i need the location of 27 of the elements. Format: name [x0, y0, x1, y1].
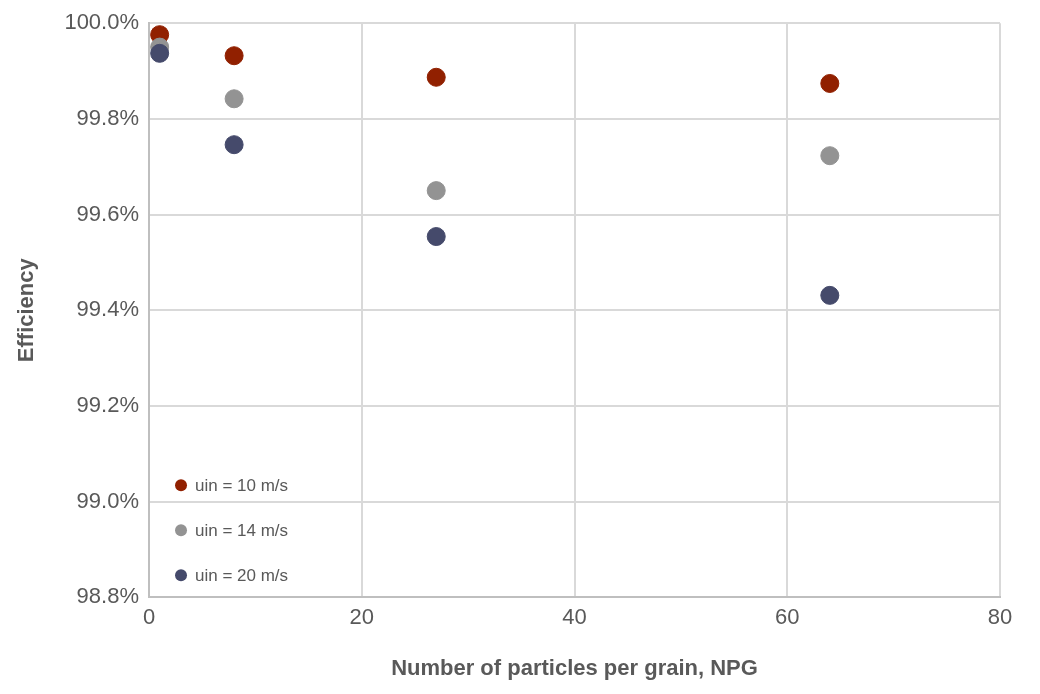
legend-label: uin = 14 m/s	[195, 520, 289, 540]
point	[224, 89, 244, 109]
y-tick-label: 99.4%	[76, 296, 140, 322]
point	[426, 67, 446, 87]
y-axis-title: Efficiency	[13, 257, 39, 363]
point	[426, 227, 446, 247]
y-tick-label: 99.8%	[76, 104, 140, 130]
x-tick-label: 60	[775, 604, 800, 630]
legend-label: uin = 20 m/s	[195, 565, 289, 585]
x-tick-label: 20	[349, 604, 374, 630]
x-tick-label: 40	[562, 604, 587, 630]
point	[820, 146, 840, 166]
y-tick-label: 98.8%	[76, 583, 140, 609]
point	[150, 43, 170, 63]
y-tick-label: 99.2%	[76, 391, 140, 417]
x-tick-label: 80	[987, 604, 1013, 630]
point	[224, 135, 244, 155]
y-tick-label: 99.0%	[76, 487, 140, 513]
point	[426, 181, 446, 201]
point	[820, 285, 840, 305]
point	[820, 73, 840, 93]
y-tick-label: 100.0%	[64, 9, 140, 35]
x-tick-label: 0	[142, 604, 156, 630]
legend-label: uin = 10 m/s	[195, 475, 289, 495]
y-tick-label: 99.6%	[76, 200, 140, 226]
x-axis-title: Number of particles per grain, NPG	[391, 654, 758, 680]
point	[224, 46, 244, 66]
